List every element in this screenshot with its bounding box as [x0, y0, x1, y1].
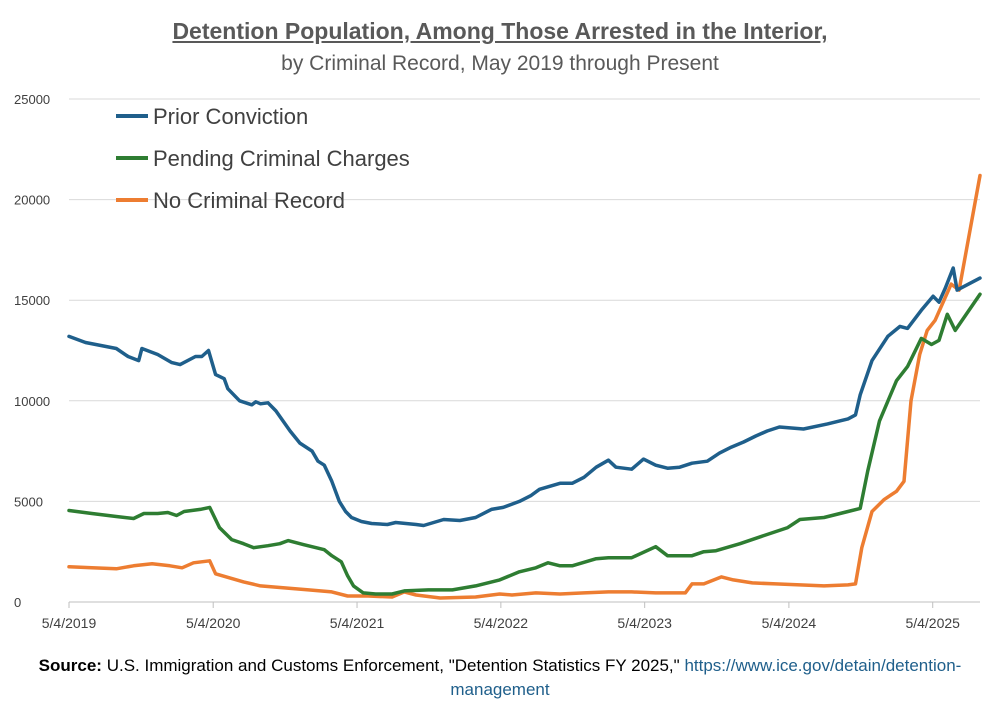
- y-tick-label: 10000: [14, 394, 50, 409]
- x-tick-label: 5/4/2024: [762, 615, 817, 631]
- x-tick-label: 5/4/2022: [474, 615, 529, 631]
- y-tick-label: 0: [14, 595, 21, 610]
- x-tick-label: 5/4/2020: [186, 615, 241, 631]
- source-note: Source: U.S. Immigration and Customs Enf…: [8, 654, 992, 702]
- x-tick-label: 5/4/2019: [42, 615, 97, 631]
- series-line-pending-criminal-charges: [67, 292, 982, 596]
- source-label: Source:: [38, 656, 102, 675]
- source-link[interactable]: https://www.ice.gov/detain/detention-man…: [450, 656, 962, 699]
- source-text: U.S. Immigration and Customs Enforcement…: [106, 656, 680, 675]
- legend-label: No Criminal Record: [153, 188, 345, 213]
- chart-subtitle: by Criminal Record, May 2019 through Pre…: [281, 52, 719, 75]
- legend-label: Prior Conviction: [153, 104, 308, 129]
- series-line-no-criminal-record: [67, 173, 982, 600]
- x-tick-label: 5/4/2025: [905, 615, 960, 631]
- y-tick-label: 5000: [14, 494, 43, 509]
- x-tick-label: 5/4/2023: [617, 615, 672, 631]
- y-tick-label: 25000: [14, 92, 50, 107]
- y-tick-label: 20000: [14, 193, 50, 208]
- legend-label: Pending Criminal Charges: [153, 146, 410, 171]
- chart-title: Detention Population, Among Those Arrest…: [172, 18, 828, 44]
- series-line-prior-conviction: [67, 266, 982, 528]
- x-tick-label: 5/4/2021: [330, 615, 385, 631]
- y-tick-label: 15000: [14, 293, 50, 308]
- line-chart: 0 5000 10000 15000 20000 25000 5/4/2019 5/4/202…: [14, 92, 982, 631]
